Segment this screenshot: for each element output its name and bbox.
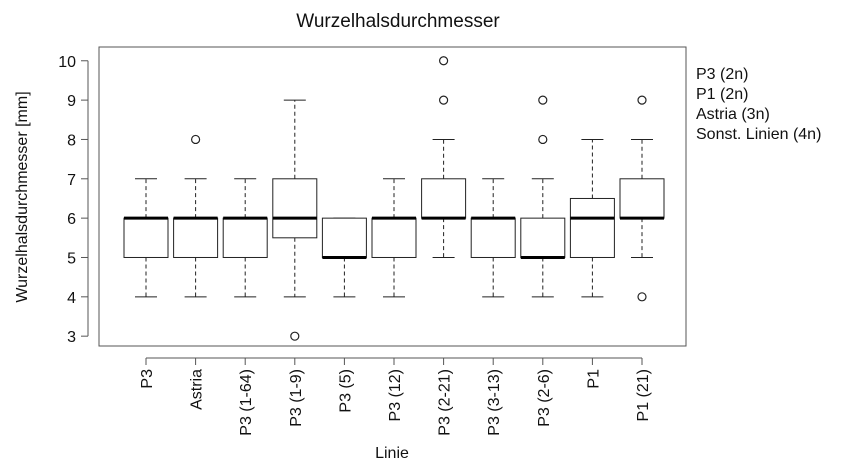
box-rect-5 (371, 217, 417, 258)
outlier-6-0 (439, 95, 449, 105)
box-rect-4 (321, 217, 367, 258)
outlier-6-1 (439, 56, 449, 66)
x-tick-label-4: P3 (5) (337, 369, 354, 413)
box-rect-3 (272, 178, 318, 239)
box-rect-8 (520, 217, 566, 258)
y-tick-label-5: 5 (67, 250, 76, 267)
x-tick-label-10: P1 (21) (635, 369, 652, 421)
box-3 (272, 99, 318, 341)
box-10 (619, 95, 665, 302)
box-rect-1 (173, 217, 219, 258)
box-5 (371, 178, 417, 298)
plot-frame (98, 46, 687, 347)
legend: P3 (2n) P1 (2n) Astria (3n) Sonst. Linien (… (696, 66, 821, 143)
outlier-10-0 (637, 292, 647, 302)
y-axis-label: Wurzelhalsdurchmesser [mm] (14, 91, 31, 302)
box-8 (520, 95, 566, 298)
x-tick-label-7: P3 (3-13) (486, 369, 503, 436)
outlier-8-0 (538, 134, 548, 145)
legend-entry-1: P1 (2n) (696, 86, 748, 103)
y-tick-label-6: 6 (67, 211, 76, 228)
box-rect-2 (222, 217, 268, 258)
box-rect-0 (123, 217, 169, 258)
legend-entry-2: Astria (3n) (696, 106, 770, 123)
x-tick-label-8: P3 (2-6) (536, 369, 553, 427)
x-axis: P3 Astria P3 (1-64) P3 (1-9) P3 (5) P3 (12) P3… (139, 357, 652, 436)
outlier-1-0 (191, 134, 201, 145)
box-1 (173, 134, 219, 298)
legend-entry-3: Sonst. Linien (4n) (696, 126, 821, 143)
y-tick-label-9: 9 (67, 93, 76, 110)
box-6 (421, 56, 467, 258)
x-tick-label-9: P1 (585, 369, 602, 389)
box-rect-6 (421, 178, 467, 219)
x-tick-label-1: Astria (189, 369, 206, 410)
y-tick-label-10: 10 (58, 54, 76, 71)
x-tick-label-3: P3 (1-9) (288, 369, 305, 427)
y-tick-label-8: 8 (67, 132, 76, 149)
box-rect-10 (619, 178, 665, 219)
chart-title: Wurzelhalsdurchmesser (296, 11, 500, 32)
x-axis-label: Linie (375, 445, 409, 462)
box-rect-7 (470, 217, 516, 258)
boxes (123, 56, 665, 341)
legend-entry-0: P3 (2n) (696, 66, 748, 83)
outlier-10-1 (637, 95, 647, 105)
y-tick-label-4: 4 (67, 290, 76, 307)
y-tick-label-7: 7 (67, 172, 76, 189)
box-9 (569, 138, 615, 298)
x-tick-label-5: P3 (12) (387, 369, 404, 421)
x-tick-label-2: P3 (1-64) (238, 369, 255, 436)
x-tick-label-6: P3 (2-21) (437, 369, 454, 436)
box-2 (222, 178, 268, 298)
outlier-8-1 (538, 95, 548, 105)
box-rect-9 (569, 197, 615, 258)
box-4 (321, 217, 367, 298)
box-0 (123, 178, 169, 298)
x-tick-label-0: P3 (139, 369, 156, 389)
y-axis: 3 4 5 6 7 8 9 10 (58, 54, 89, 346)
outlier-3-0 (290, 331, 300, 341)
box-7 (470, 178, 516, 298)
y-tick-label-3: 3 (67, 329, 76, 346)
